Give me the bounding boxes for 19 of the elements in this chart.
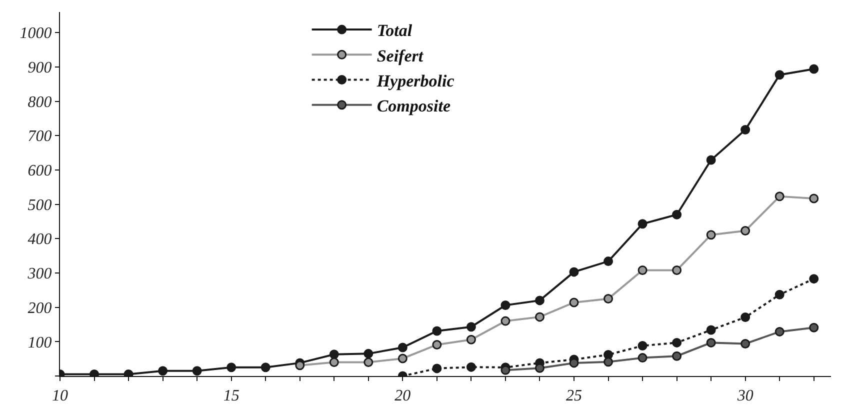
legend-label: Seifert — [376, 46, 424, 66]
y-tick-label: 700 — [28, 128, 52, 146]
x-tick-label: 25 — [566, 387, 582, 404]
y-tick-label: 600 — [28, 162, 52, 180]
legend-label: Composite — [376, 96, 451, 116]
legend-label: Total — [376, 21, 412, 40]
y-tick-label: 900 — [28, 60, 52, 77]
x-tick-label: 30 — [736, 387, 754, 404]
y-tick-label: 500 — [28, 196, 52, 214]
y-tick-label: 800 — [28, 94, 52, 111]
legend-label: Hyperbolic — [376, 71, 455, 90]
y-tick-label: 300 — [26, 266, 52, 283]
x-tick-label: 15 — [223, 387, 240, 404]
y-tick-label: 400 — [28, 231, 52, 248]
y-tick-label: 100 — [28, 334, 52, 352]
y-tick-label: 1000 — [20, 25, 52, 42]
y-tick-label: 200 — [28, 300, 52, 317]
x-tick-label: 10 — [52, 387, 68, 404]
x-tick-label: 20 — [394, 387, 411, 404]
